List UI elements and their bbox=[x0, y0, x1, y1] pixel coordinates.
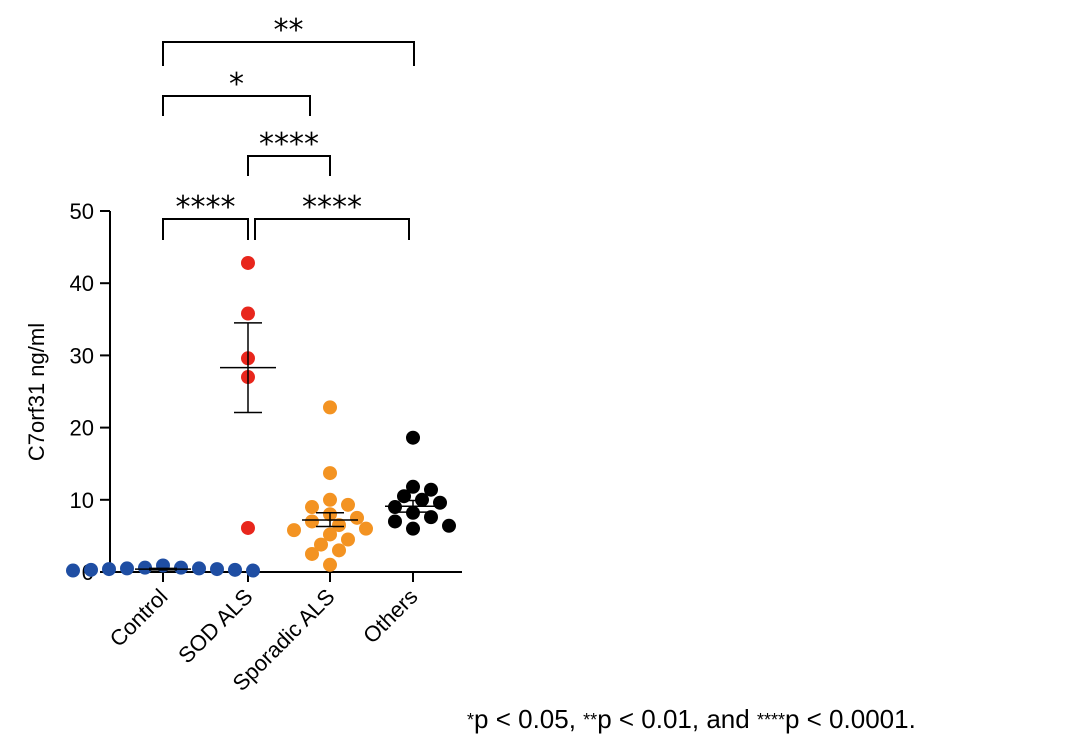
data-point bbox=[323, 492, 337, 507]
data-point bbox=[305, 514, 319, 529]
data-point bbox=[350, 510, 364, 525]
x-tick-label: Control bbox=[105, 584, 173, 652]
footnote-text-2: p < 0.01, and bbox=[597, 704, 757, 734]
data-point bbox=[433, 495, 447, 510]
significance-label: **** bbox=[176, 190, 236, 225]
y-tick-label: 20 bbox=[70, 416, 94, 441]
data-point bbox=[406, 479, 420, 494]
data-point bbox=[241, 520, 255, 535]
data-point bbox=[323, 400, 337, 415]
data-point bbox=[341, 497, 355, 512]
data-point bbox=[323, 527, 337, 542]
y-axis-label: C7orf31 ng/ml bbox=[24, 323, 49, 461]
data-point bbox=[388, 514, 402, 529]
data-point bbox=[323, 466, 337, 481]
data-point bbox=[84, 562, 98, 577]
y-tick-label: 50 bbox=[70, 199, 94, 224]
significance-footnote: *p < 0.05, **p < 0.01, and ****p < 0.000… bbox=[467, 704, 916, 735]
significance-bracket bbox=[162, 41, 415, 66]
footnote-symbol-2: ** bbox=[583, 710, 598, 730]
footnote-symbol-3: **** bbox=[756, 710, 785, 730]
data-point bbox=[241, 306, 255, 321]
data-point bbox=[314, 537, 328, 552]
data-point bbox=[174, 560, 188, 575]
data-point bbox=[241, 255, 255, 270]
data-point bbox=[287, 523, 301, 538]
significance-brackets: **** *********** bbox=[162, 13, 415, 240]
footnote-text-3: p < 0.0001. bbox=[784, 704, 916, 734]
data-point bbox=[424, 482, 438, 497]
significance-bracket bbox=[254, 218, 410, 240]
footnote-symbol-1: * bbox=[467, 710, 475, 730]
significance-bracket bbox=[247, 155, 331, 176]
data-point bbox=[332, 543, 346, 558]
footnote-text-1: p < 0.05, bbox=[474, 704, 584, 734]
data-point bbox=[210, 562, 224, 577]
significance-label: **** bbox=[302, 190, 362, 225]
data-point bbox=[228, 562, 242, 577]
data-point bbox=[305, 500, 319, 515]
data-point bbox=[406, 521, 420, 536]
data-point bbox=[442, 518, 456, 533]
significance-label: **** bbox=[259, 127, 319, 162]
data-point bbox=[359, 521, 373, 536]
y-tick-label: 40 bbox=[70, 271, 94, 296]
x-tick-label: Others bbox=[358, 584, 422, 648]
data-point bbox=[332, 518, 346, 533]
significance-label: * bbox=[229, 67, 244, 102]
data-point bbox=[138, 560, 152, 575]
data-point bbox=[192, 561, 206, 576]
data-point bbox=[246, 563, 260, 578]
error-bars bbox=[135, 322, 441, 571]
data-point bbox=[397, 489, 411, 504]
significance-bracket bbox=[162, 218, 249, 240]
data-point bbox=[323, 557, 337, 572]
data-point bbox=[406, 430, 420, 445]
y-tick-label: 30 bbox=[70, 343, 94, 368]
data-point bbox=[341, 532, 355, 547]
data-point bbox=[102, 562, 116, 577]
data-point bbox=[120, 561, 134, 576]
data-point bbox=[66, 563, 80, 578]
significance-label: ** bbox=[274, 13, 304, 48]
significance-bracket bbox=[162, 95, 311, 116]
data-points bbox=[66, 255, 456, 578]
data-point bbox=[305, 546, 319, 561]
x-tick-label: SOD ALS bbox=[173, 584, 257, 668]
data-point bbox=[424, 510, 438, 525]
y-tick-label: 10 bbox=[70, 488, 94, 513]
